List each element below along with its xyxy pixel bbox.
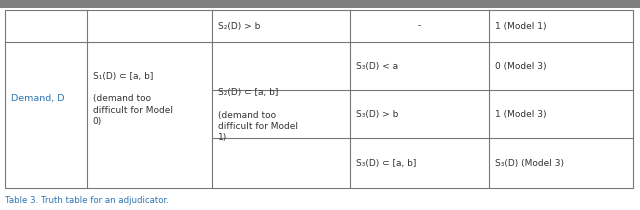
Text: S₁(D) ⊂ [a, b]

(demand too
difficult for Model
0): S₁(D) ⊂ [a, b] (demand too difficult for… bbox=[93, 72, 173, 126]
Text: Table 3. Truth table for an adjudicator.: Table 3. Truth table for an adjudicator. bbox=[5, 196, 169, 205]
Text: S₂(D) ⊂ [a, b]

(demand too
difficult for Model
1): S₂(D) ⊂ [a, b] (demand too difficult for… bbox=[218, 88, 298, 142]
Text: S₃(D) (Model 3): S₃(D) (Model 3) bbox=[495, 159, 564, 168]
Text: Demand, D: Demand, D bbox=[11, 94, 65, 104]
Text: 0 (Model 3): 0 (Model 3) bbox=[495, 62, 546, 71]
Text: -: - bbox=[418, 21, 421, 30]
Text: S₂(D) > b: S₂(D) > b bbox=[218, 21, 260, 30]
Text: S₃(D) ⊂ [a, b]: S₃(D) ⊂ [a, b] bbox=[356, 159, 417, 168]
Bar bbox=[0, 0, 640, 8]
Text: S₃(D) < a: S₃(D) < a bbox=[356, 62, 399, 71]
Bar bbox=[5, 10, 633, 188]
Text: 1 (Model 1): 1 (Model 1) bbox=[495, 21, 546, 30]
Text: S₃(D) > b: S₃(D) > b bbox=[356, 110, 399, 119]
Text: 1 (Model 3): 1 (Model 3) bbox=[495, 110, 546, 119]
